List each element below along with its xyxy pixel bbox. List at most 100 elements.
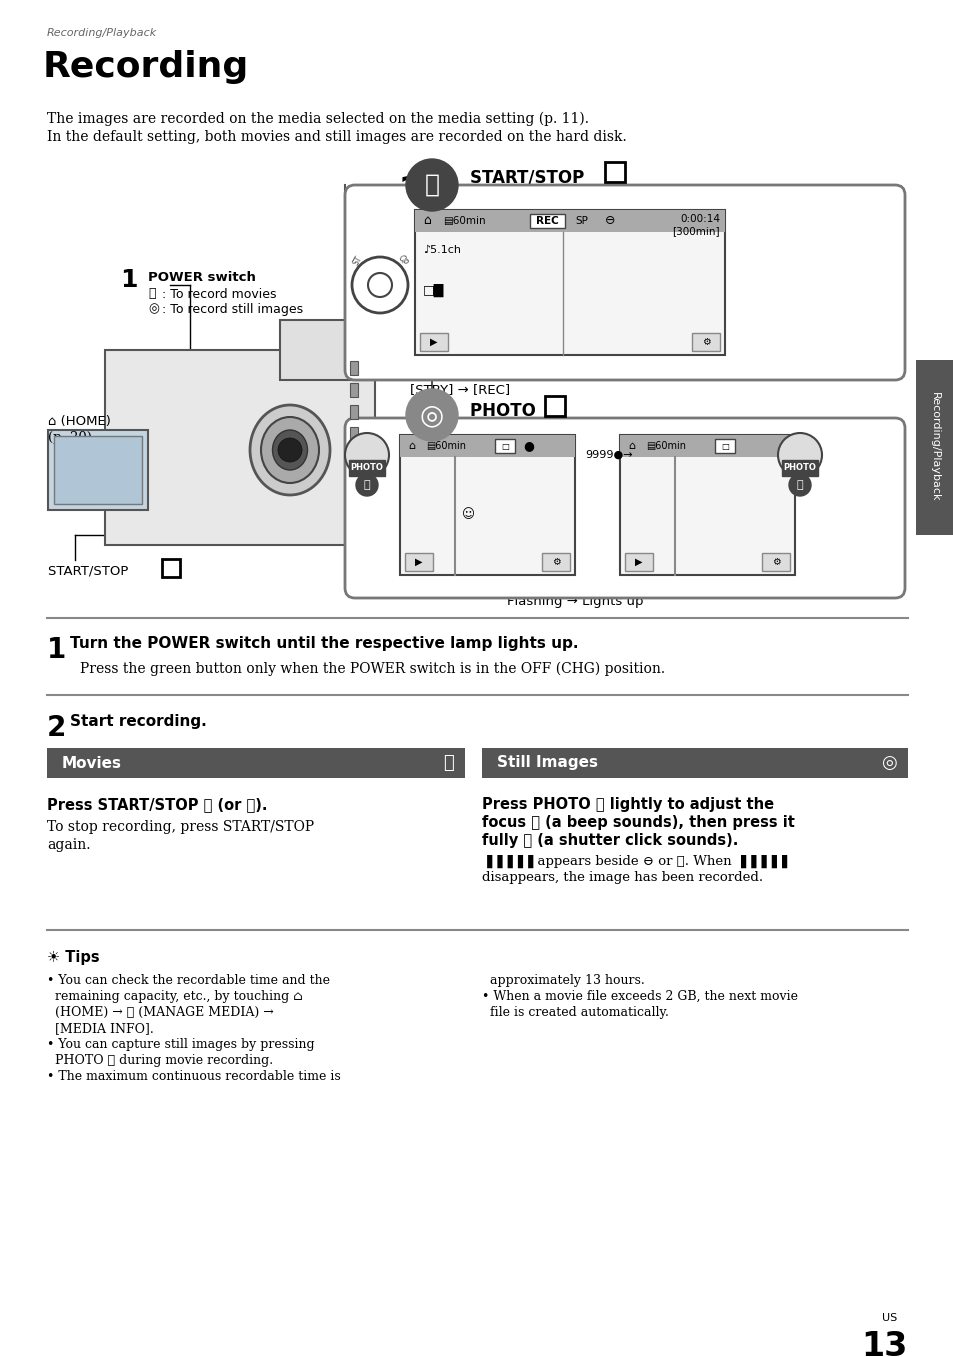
Bar [415,210,724,232]
Text: Flashing → Lights up: Flashing → Lights up [506,594,642,608]
Text: □: □ [500,441,508,451]
Text: □: □ [720,441,728,451]
Text: □█: □█ [422,284,444,297]
Bar [691,332,720,351]
Bar [54,436,142,503]
Text: ⧉: ⧉ [424,172,439,197]
Text: ⊖: ⊖ [604,214,615,228]
Text: START/STOP: START/STOP [48,565,132,578]
Text: • When a movie file exceeds 2 GB, the next movie: • When a movie file exceeds 2 GB, the ne… [481,991,797,1003]
Circle shape [406,389,457,441]
Text: A: A [164,560,172,573]
Text: OP: OP [395,254,408,267]
Circle shape [277,438,302,461]
Text: ▶: ▶ [415,556,422,567]
Text: POWER switch: POWER switch [148,271,255,284]
Text: approximately 13 hours.: approximately 13 hours. [481,974,644,987]
Text: To stop recording, press START/STOP: To stop recording, press START/STOP [47,820,314,835]
Text: ◎: ◎ [881,754,896,772]
Text: : To record still images: : To record still images [162,303,303,316]
Text: ST: ST [352,254,364,267]
Bar [761,554,789,571]
Text: (p. 20): (p. 20) [48,432,91,444]
Bar [350,361,357,375]
Bar [350,383,357,398]
Text: ▤60min: ▤60min [426,441,465,451]
Text: file is created automatically.: file is created automatically. [481,1006,668,1019]
Text: 1: 1 [47,636,66,664]
Ellipse shape [261,417,318,483]
Text: 13: 13 [861,1330,907,1357]
Bar [350,427,357,441]
Text: Turn the POWER switch until the respective lamp lights up.: Turn the POWER switch until the respecti… [70,636,578,651]
Text: 0:00:14: 0:00:14 [679,214,720,224]
Text: Recording: Recording [43,50,249,84]
Text: : To record movies: : To record movies [162,288,276,301]
Bar [280,320,359,380]
Text: PHOTO: PHOTO [350,464,383,472]
Circle shape [352,256,408,313]
Circle shape [345,433,389,478]
Text: The images are recorded on the media selected on the media setting (p. 11).: The images are recorded on the media sel… [47,113,588,126]
Text: Ⓐ: Ⓐ [363,480,370,490]
Text: B: B [606,163,618,178]
Bar [915,360,953,535]
Text: ◎: ◎ [419,402,444,429]
Bar [47,748,464,778]
Text: • The maximum continuous recordable time is: • The maximum continuous recordable time… [47,1071,340,1083]
Bar [714,440,734,453]
Text: Start recording.: Start recording. [70,714,207,729]
Text: ⧉: ⧉ [148,286,155,300]
Text: ♪5.1ch: ♪5.1ch [422,246,460,255]
Bar [105,350,375,546]
Text: ▤60min: ▤60min [442,216,485,227]
Text: 2: 2 [399,175,420,204]
Text: focus Ⓐ (a beep sounds), then press it: focus Ⓐ (a beep sounds), then press it [481,816,794,830]
Bar [530,214,564,228]
Text: ⌂: ⌂ [422,214,431,228]
Text: PHOTO: PHOTO [782,464,816,472]
Bar [781,460,817,476]
Text: ▶: ▶ [635,556,642,567]
Bar [415,210,724,356]
Text: ☺: ☺ [461,509,475,521]
Text: 9999●→: 9999●→ [584,451,632,460]
Text: (HOME) → ➲ (MANAGE MEDIA) →: (HOME) → ➲ (MANAGE MEDIA) → [47,1006,274,1019]
Bar [405,554,433,571]
Text: ▶: ▶ [430,337,437,347]
Text: Press START/STOP Ⓑ (or Ⓐ).: Press START/STOP Ⓑ (or Ⓐ). [47,797,267,811]
Bar [541,554,569,571]
Text: ⚙: ⚙ [700,337,710,347]
Text: ☀ Tips: ☀ Tips [47,950,99,965]
Text: again.: again. [47,839,91,852]
Text: ⌂ (HOME): ⌂ (HOME) [48,415,111,427]
Text: In the default setting, both movies and still images are recorded on the hard di: In the default setting, both movies and … [47,130,626,144]
Text: Recording/Playback: Recording/Playback [929,392,939,502]
Text: PHOTO: PHOTO [470,402,541,421]
Text: • You can check the recordable time and the: • You can check the recordable time and … [47,974,330,987]
Text: Recording/Playback: Recording/Playback [47,28,157,38]
Text: fully Ⓑ (a shutter click sounds).: fully Ⓑ (a shutter click sounds). [481,833,738,848]
Text: PHOTO Ⓒ during movie recording.: PHOTO Ⓒ during movie recording. [47,1054,273,1067]
Ellipse shape [250,404,330,495]
Text: • You can capture still images by pressing: • You can capture still images by pressi… [47,1038,314,1052]
Bar [48,430,148,510]
Text: ◎: ◎ [148,303,159,315]
Text: Still Images: Still Images [497,756,598,771]
FancyBboxPatch shape [345,418,904,598]
Bar [624,554,652,571]
Bar [399,436,575,457]
Circle shape [368,273,392,297]
Circle shape [778,433,821,478]
Ellipse shape [273,430,307,470]
Text: ⚙: ⚙ [771,556,780,567]
Text: Ⓑ: Ⓑ [796,480,802,490]
Bar [495,440,515,453]
Bar [350,404,357,419]
Text: REC: REC [535,216,558,227]
Bar [349,460,385,476]
Text: Press PHOTO Ⓒ lightly to adjust the: Press PHOTO Ⓒ lightly to adjust the [481,797,773,811]
Bar [619,436,794,575]
Bar [544,396,564,417]
Text: ▤60min: ▤60min [645,441,685,451]
